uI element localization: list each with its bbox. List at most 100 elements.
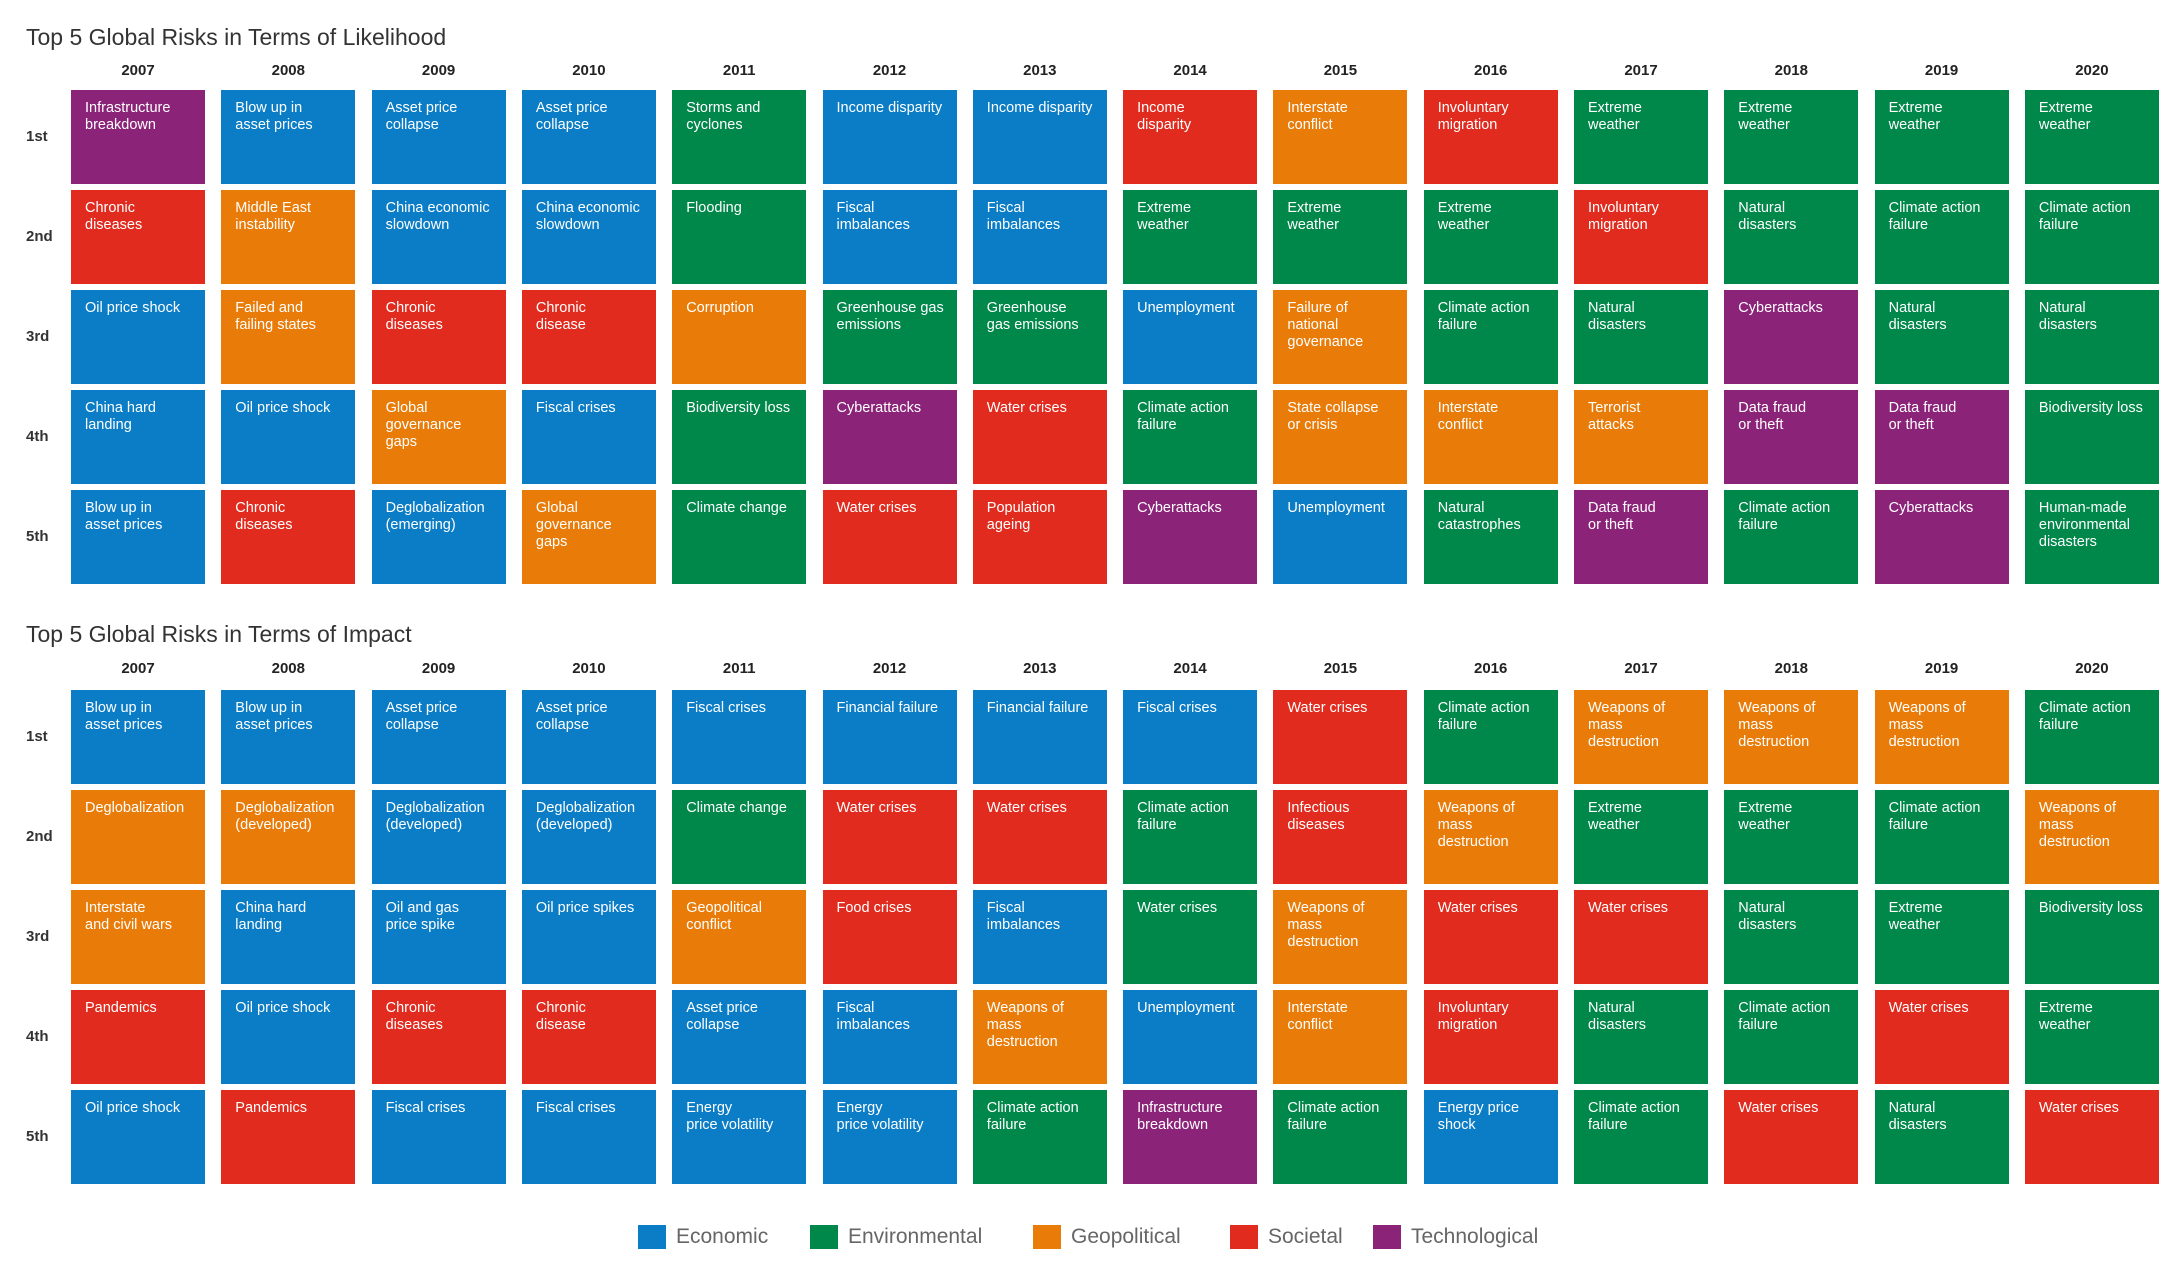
risk-cell-text: Water crises xyxy=(836,500,917,516)
risk-cell-text: Corruption xyxy=(686,300,754,316)
risk-cell-text: diseases xyxy=(1287,817,1345,833)
risk-cell-text: Unemployment xyxy=(1137,1000,1235,1016)
risk-cell: Oil price shock xyxy=(221,990,356,1084)
risk-cell-text: Greenhouse gas xyxy=(836,300,944,316)
risk-cell: Climate change xyxy=(672,490,807,584)
risk-cell-text: Water crises xyxy=(1137,900,1218,916)
risk-cell: Weapons of mass destruction xyxy=(1574,690,1708,784)
risk-cell-text: Extreme xyxy=(2038,1000,2093,1016)
risk-cell-text: Energy price xyxy=(1437,1100,1520,1116)
rank-label: 3rd xyxy=(26,328,50,345)
risk-cell: Middle East instability xyxy=(221,190,356,284)
risk-cell-text: shock xyxy=(1437,1117,1476,1133)
risk-cell-text: Natural xyxy=(2038,300,2086,316)
risk-cell-text: breakdown xyxy=(1137,1117,1209,1133)
risk-cell-text: mass xyxy=(986,1017,1022,1033)
risk-cell-text: disasters xyxy=(1738,917,1797,933)
risk-cell-text: gaps xyxy=(535,534,568,550)
risk-cell-text: ageing xyxy=(986,517,1031,533)
risk-cell-text: Water crises xyxy=(986,400,1067,416)
risk-cell-text: weather xyxy=(1888,117,1941,133)
risk-cell-text: weather xyxy=(1588,817,1640,833)
risk-cell-text: Involuntary xyxy=(1437,1000,1509,1016)
legend-swatch-societal xyxy=(1230,1225,1258,1249)
risk-cell: Asset price collapse xyxy=(371,690,506,784)
risk-cell-text: Water crises xyxy=(986,800,1067,816)
risk-cell-text: failing states xyxy=(235,317,316,333)
risk-cell-text: Natural xyxy=(1738,900,1786,916)
risk-cell-text: price spike xyxy=(385,917,455,933)
risk-cell: Involuntary migration xyxy=(1423,990,1558,1084)
risk-cell-text: Failed and xyxy=(235,300,304,316)
risk-cell-text: Asset price xyxy=(535,100,608,116)
risk-cell-text: Failure of xyxy=(1287,300,1348,316)
risk-cell-text: Water crises xyxy=(2038,1100,2119,1116)
risk-cell-text: environmental xyxy=(2038,517,2130,533)
risk-cell-text: Global xyxy=(535,500,578,516)
risk-cell-text: weather xyxy=(2038,117,2091,133)
risk-cell: Chronic diseases xyxy=(371,290,506,384)
risk-cell-text: failure xyxy=(1137,817,1177,833)
risk-cell: Income disparity xyxy=(972,90,1107,184)
risk-cell-text: failure xyxy=(1738,1017,1778,1033)
risk-cell-text: Fiscal crises xyxy=(686,700,766,716)
risk-cell-text: asset prices xyxy=(85,717,163,733)
risk-cell-text: failure xyxy=(986,1117,1027,1133)
risk-cell-text: disasters xyxy=(1888,1117,1947,1133)
risk-cell: Unemployment xyxy=(1273,490,1408,584)
risk-cell: Infectious diseases xyxy=(1273,790,1408,884)
risk-cell: Interstate conflict xyxy=(1273,90,1408,184)
risk-cell: Water crises xyxy=(2024,1090,2159,1184)
risk-cell-text: Pandemics xyxy=(85,1000,157,1016)
risk-cell-text: destruction xyxy=(2038,834,2110,850)
risk-cell-text: governance xyxy=(535,517,612,533)
risk-cell: Human-made environmental disasters xyxy=(2024,490,2159,584)
legend-label-technological: Technological xyxy=(1411,1225,1539,1248)
risk-cell-text: collapse xyxy=(686,1017,740,1033)
risk-cell-text: or theft xyxy=(1588,517,1634,533)
risk-cell: Global governance gaps xyxy=(521,490,656,584)
risk-cell: Chronic disease xyxy=(521,290,656,384)
risk-cell-text: imbalances xyxy=(986,217,1061,233)
year-label: 2019 xyxy=(1924,660,1959,677)
risk-cell-text: Climate action xyxy=(1588,1100,1680,1116)
risk-cell-text: diseases xyxy=(85,217,143,233)
risk-cell-text: Natural xyxy=(1888,1100,1936,1116)
risk-cell: Fiscal imbalances xyxy=(972,890,1107,984)
risk-cell-text: failure xyxy=(2038,217,2079,233)
risk-cell-text: emissions xyxy=(836,317,901,333)
risk-cell: Pandemics xyxy=(71,990,205,1084)
risk-cell: Unemployment xyxy=(1123,990,1258,1084)
risk-cell: Weapons of mass destruction xyxy=(972,990,1107,1084)
risk-cell: Chronic diseases xyxy=(71,190,205,284)
risk-cell-text: Natural xyxy=(1588,1000,1635,1016)
risk-cell-text: Climate action xyxy=(1137,800,1229,816)
risk-cell-text: failure xyxy=(1888,817,1929,833)
risk-cell: Interstate conflict xyxy=(1273,990,1408,1084)
rank-label: 4th xyxy=(26,1028,49,1045)
risk-cell: Natural catastrophes xyxy=(1423,490,1558,584)
risk-cell-text: disasters xyxy=(1888,317,1947,333)
risk-cell: Weapons of mass destruction xyxy=(1724,690,1859,784)
risk-cell-text: Income xyxy=(1137,100,1185,116)
risk-cell: China economic slowdown xyxy=(521,190,656,284)
risk-cell: Deglobalization xyxy=(71,790,205,884)
risk-cell: Asset price collapse xyxy=(521,690,656,784)
risk-cell-text: Climate action xyxy=(2038,700,2131,716)
year-label: 2011 xyxy=(722,660,756,677)
risk-cell-text: landing xyxy=(85,417,132,433)
risk-cell-text: Asset price xyxy=(686,1000,758,1016)
risk-cell-text: Global xyxy=(385,400,428,416)
risk-cell: Water crises xyxy=(1423,890,1558,984)
risk-cell-text: Deglobalization xyxy=(235,800,335,816)
risk-cell-text: Deglobalization xyxy=(535,800,636,816)
rank-label: 1st xyxy=(26,128,48,145)
risk-cell-text: Water crises xyxy=(1287,700,1368,716)
risk-cell-text: imbalances xyxy=(836,217,910,233)
risk-cell: Infrastructure breakdown xyxy=(1123,1090,1258,1184)
year-label: 2012 xyxy=(872,660,907,677)
risk-cell-text: Climate action xyxy=(2038,200,2131,216)
risk-cell-text: Biodiversity loss xyxy=(2038,900,2143,916)
risk-cell-text: conflict xyxy=(1287,1017,1333,1033)
risk-cell-text: failure xyxy=(1437,717,1478,733)
